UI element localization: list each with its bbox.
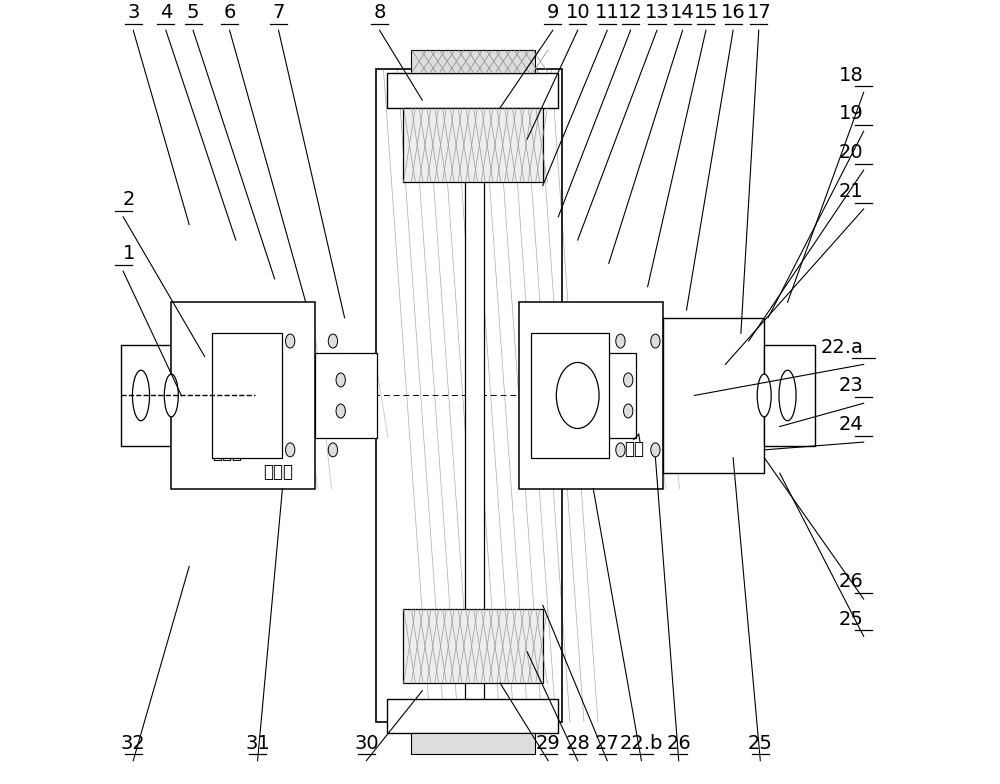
Ellipse shape xyxy=(779,370,796,421)
Bar xyxy=(411,734,535,754)
Ellipse shape xyxy=(328,334,338,348)
Bar xyxy=(764,345,815,446)
Bar xyxy=(171,302,315,488)
Text: 26: 26 xyxy=(839,572,864,591)
Ellipse shape xyxy=(336,373,345,387)
Text: 22.a: 22.a xyxy=(821,338,864,357)
Text: 8: 8 xyxy=(373,3,386,23)
Ellipse shape xyxy=(286,443,295,457)
Ellipse shape xyxy=(336,404,345,418)
Text: 31: 31 xyxy=(245,734,270,753)
Ellipse shape xyxy=(164,374,178,417)
Text: 出水口: 出水口 xyxy=(212,434,242,462)
Text: 6: 6 xyxy=(223,3,236,23)
Ellipse shape xyxy=(616,334,625,348)
Bar xyxy=(663,318,764,474)
Ellipse shape xyxy=(616,443,625,457)
Bar xyxy=(519,302,663,488)
Text: 7: 7 xyxy=(272,3,285,23)
Bar xyxy=(411,49,535,73)
Text: 21: 21 xyxy=(839,182,864,201)
Text: 19: 19 xyxy=(839,104,864,124)
Bar xyxy=(387,73,558,108)
Bar xyxy=(376,69,562,722)
Bar xyxy=(403,609,543,683)
Text: 油口: 油口 xyxy=(624,434,644,458)
Text: 16: 16 xyxy=(721,3,745,23)
Bar xyxy=(403,108,543,182)
Ellipse shape xyxy=(624,404,633,418)
Text: 11: 11 xyxy=(595,3,620,23)
Bar xyxy=(212,333,282,458)
Text: 4: 4 xyxy=(160,3,172,23)
Ellipse shape xyxy=(328,443,338,457)
Text: 5: 5 xyxy=(187,3,199,23)
Text: 23: 23 xyxy=(839,376,864,395)
Bar xyxy=(465,77,484,714)
Text: 29: 29 xyxy=(536,734,561,753)
Text: 22.b: 22.b xyxy=(620,734,663,753)
Text: 10: 10 xyxy=(565,3,590,23)
Ellipse shape xyxy=(132,370,150,421)
Bar xyxy=(531,333,609,458)
Text: 30: 30 xyxy=(354,734,379,753)
Text: 12: 12 xyxy=(618,3,643,23)
Text: 17: 17 xyxy=(746,3,771,23)
Ellipse shape xyxy=(624,373,633,387)
Text: 2: 2 xyxy=(123,190,135,209)
Bar xyxy=(315,353,377,438)
Text: 14: 14 xyxy=(670,3,695,23)
Bar xyxy=(121,345,171,446)
Text: 32: 32 xyxy=(121,734,146,753)
Text: 13: 13 xyxy=(645,3,669,23)
Ellipse shape xyxy=(286,334,295,348)
Text: 26: 26 xyxy=(666,734,691,753)
Text: 24: 24 xyxy=(839,416,864,434)
Ellipse shape xyxy=(651,334,660,348)
Text: 18: 18 xyxy=(839,66,864,85)
Text: 15: 15 xyxy=(693,3,718,23)
Text: 9: 9 xyxy=(547,3,559,23)
Text: 28: 28 xyxy=(565,734,590,753)
Ellipse shape xyxy=(651,443,660,457)
Text: 进水口: 进水口 xyxy=(263,446,293,481)
Text: 3: 3 xyxy=(127,3,139,23)
Text: 25: 25 xyxy=(748,734,773,753)
Text: 1: 1 xyxy=(123,245,135,263)
Text: 27: 27 xyxy=(595,734,620,753)
Text: 20: 20 xyxy=(839,143,864,162)
Bar xyxy=(574,353,636,438)
Ellipse shape xyxy=(556,362,599,429)
Text: 25: 25 xyxy=(839,610,864,629)
Bar xyxy=(387,699,558,734)
Ellipse shape xyxy=(757,374,771,417)
